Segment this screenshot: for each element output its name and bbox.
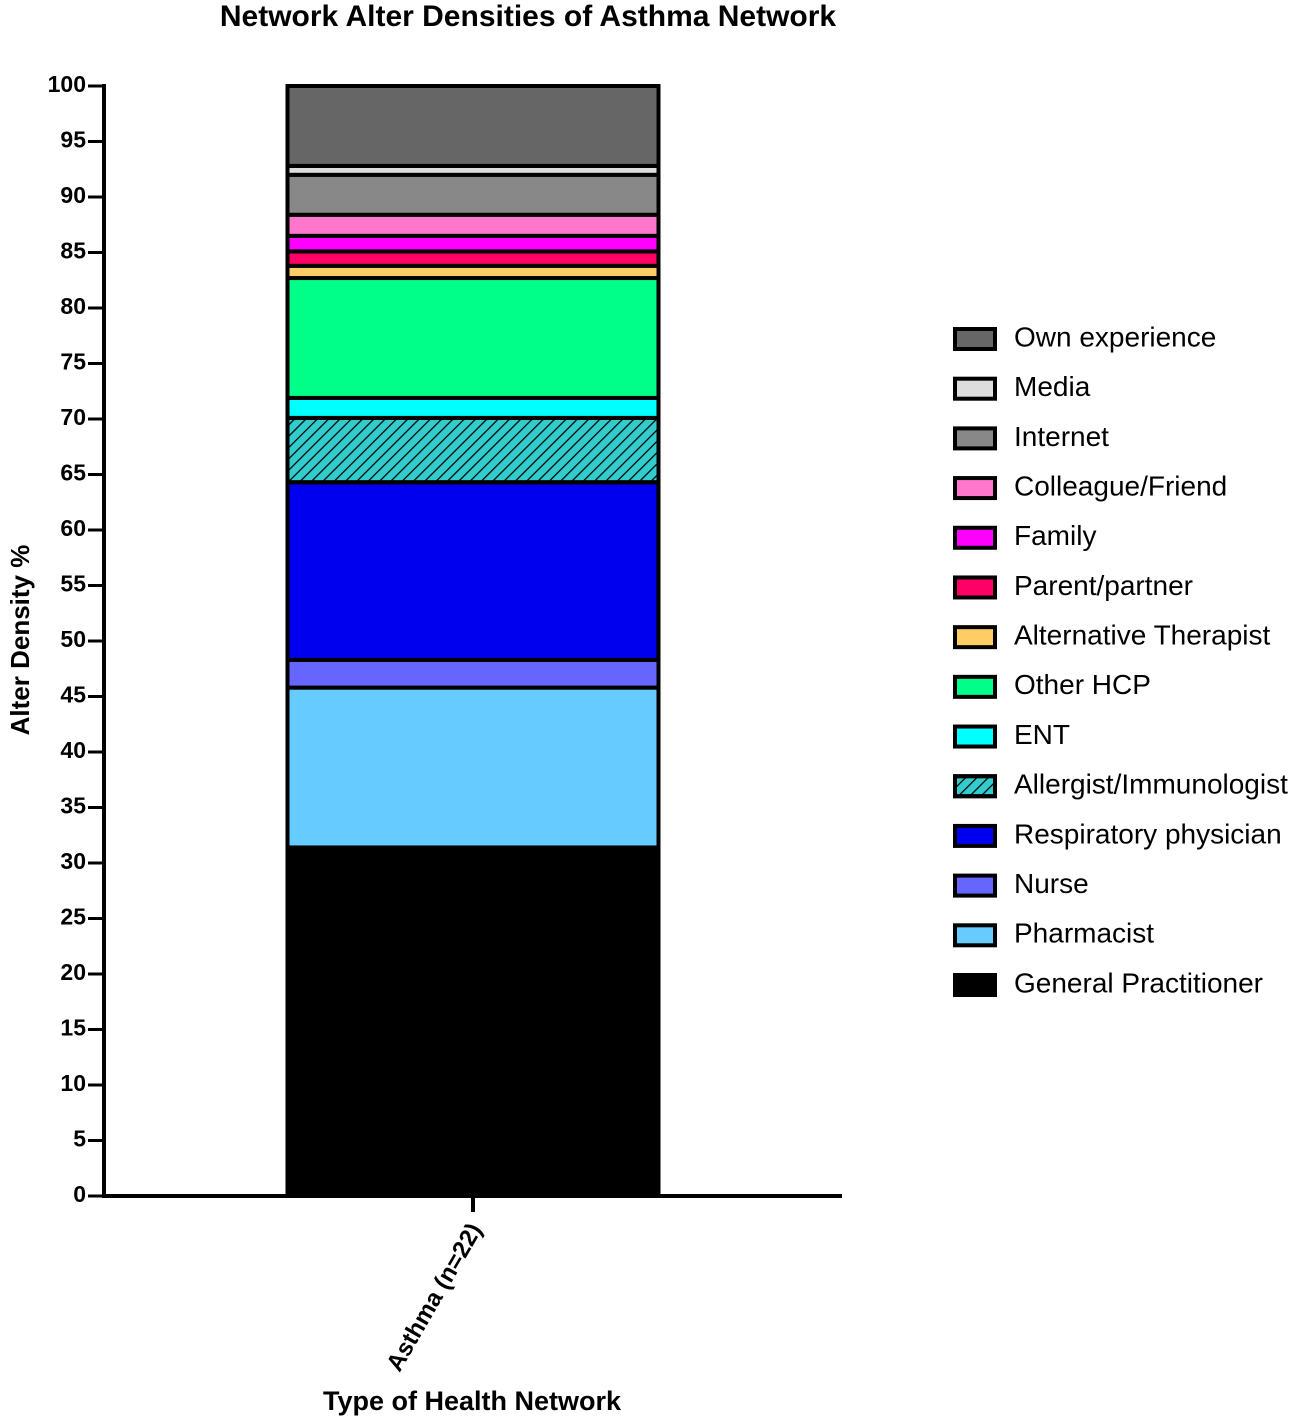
y-tick-label: 80 (60, 293, 86, 319)
y-tick-label: 55 (60, 571, 86, 597)
legend-label: Nurse (1014, 868, 1089, 899)
y-tick-label: 75 (60, 349, 86, 375)
bar-segment (285, 172, 661, 217)
bar-segment (285, 212, 661, 238)
bar-segment (285, 84, 661, 168)
bar-segment (285, 845, 661, 1199)
legend-swatch (953, 823, 997, 848)
y-axis-title: Alter Density % (5, 545, 35, 736)
legend-swatch (953, 923, 997, 948)
legend-label: Parent/partner (1014, 570, 1193, 601)
legend-swatch (953, 327, 997, 351)
y-tick-label: 60 (60, 515, 86, 541)
legend-label: Respiratory physician (1014, 818, 1282, 849)
x-tick-label: Asthma (n=22) (381, 1219, 487, 1376)
legend-label: ENT (1014, 719, 1070, 750)
bar-segment (285, 657, 661, 690)
legend-label: Media (1014, 371, 1091, 402)
legend-label: Pharmacist (1014, 918, 1154, 949)
y-tick-label: 20 (60, 959, 86, 985)
legend-label: Internet (1014, 421, 1109, 452)
y-tick-label: 85 (60, 238, 86, 264)
bar-segment (285, 685, 661, 850)
legend-label: Alternative Therapist (1014, 620, 1271, 651)
y-tick-label: 25 (60, 904, 86, 930)
bar-hatch (285, 415, 661, 485)
y-tick-label: 65 (60, 460, 86, 486)
legend-swatch (953, 724, 997, 749)
y-tick-label: 40 (60, 737, 86, 763)
legend-swatch (953, 426, 997, 451)
y-tick-label: 35 (60, 793, 86, 819)
y-tick-label: 90 (60, 182, 86, 208)
legend-swatch (953, 476, 997, 501)
legend-swatch (953, 674, 997, 699)
legend-swatch (953, 873, 997, 898)
y-tick-label: 95 (60, 127, 86, 153)
bar-segment (285, 249, 661, 268)
y-tick-label: 10 (60, 1070, 86, 1096)
legend-swatch (953, 625, 997, 650)
legend-label: Allergist/Immunologist (1014, 769, 1288, 800)
y-tick-label: 5 (73, 1126, 86, 1152)
legend-hatch (953, 774, 997, 799)
y-tick-label: 0 (73, 1181, 86, 1207)
bar-segment (285, 233, 661, 254)
y-tick-label: 30 (60, 848, 86, 874)
y-tick-label: 70 (60, 404, 86, 430)
legend-label: Other HCP (1014, 669, 1151, 700)
y-tick-label: 50 (60, 626, 86, 652)
x-axis-title: Type of Health Network (323, 1386, 622, 1416)
legend-swatch (953, 376, 997, 401)
legend-label: General Practitioner (1014, 967, 1263, 998)
legend-label: Colleague/Friend (1014, 470, 1227, 501)
legend-swatch (953, 973, 997, 997)
y-tick-label: 45 (60, 682, 86, 708)
legend-swatch (953, 575, 997, 600)
bar-segment (285, 480, 661, 662)
bar-segment (285, 395, 661, 420)
legend-label: Own experience (1014, 321, 1216, 352)
y-tick-label: 15 (60, 1015, 86, 1041)
legend-swatch (953, 525, 997, 550)
y-tick-label: 100 (48, 71, 86, 97)
chart-title: Network Alter Densities of Asthma Networ… (220, 0, 837, 33)
bar-segment (285, 276, 661, 400)
legend-label: Family (1014, 520, 1096, 551)
